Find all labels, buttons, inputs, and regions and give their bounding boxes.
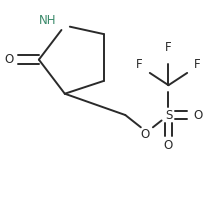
Text: NH: NH <box>39 14 56 27</box>
Text: S: S <box>165 108 172 122</box>
Text: F: F <box>165 41 172 55</box>
Text: O: O <box>140 128 149 141</box>
Text: O: O <box>164 139 173 153</box>
Text: O: O <box>4 53 13 66</box>
Text: O: O <box>193 108 202 122</box>
Text: F: F <box>136 58 143 72</box>
Text: F: F <box>194 58 201 72</box>
